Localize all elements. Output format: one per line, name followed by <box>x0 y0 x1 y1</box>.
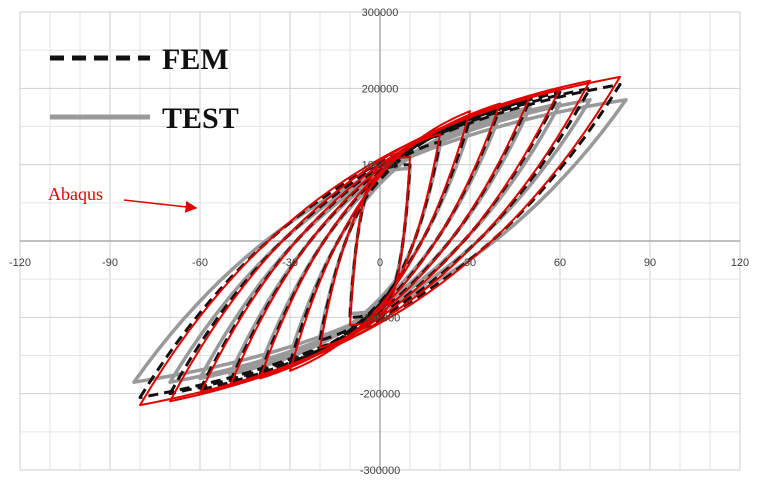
loop-abaqus <box>139 75 621 407</box>
legend: FEM TEST <box>50 43 239 135</box>
loop-fem <box>318 140 442 342</box>
x-tick-label: -30 <box>282 257 298 269</box>
series-abaqus <box>139 75 621 407</box>
y-tick-label: -300000 <box>360 465 400 477</box>
x-tick-label: 30 <box>464 257 476 269</box>
axes <box>20 12 740 470</box>
y-tick-label: -100000 <box>360 312 400 324</box>
y-tick-label: -200000 <box>360 389 400 401</box>
tick-labels: -120 -90 -60 -30 0 30 60 90 120 300000 200000 10000… <box>9 7 749 477</box>
x-tick-label: -60 <box>192 257 208 269</box>
x-tick-label: -90 <box>102 257 118 269</box>
legend-label-test: TEST <box>162 102 239 135</box>
annotation-label: Abaqus <box>48 184 103 204</box>
y-tick-label: 300000 <box>362 7 399 19</box>
legend-label-fem: FEM <box>162 43 229 76</box>
loop-abaqus <box>169 79 591 403</box>
annotation: Abaqus <box>48 184 198 213</box>
x-tick-label: 0 <box>377 257 383 269</box>
y-tick-label: 100000 <box>362 160 399 172</box>
series-layer <box>132 75 628 407</box>
x-tick-label: -120 <box>9 257 31 269</box>
x-tick-label: 60 <box>554 257 566 269</box>
annotation-arrow <box>123 199 198 213</box>
x-tick-label: 90 <box>644 257 656 269</box>
y-tick-label: 200000 <box>362 83 399 95</box>
x-tick-label: 120 <box>731 257 749 269</box>
